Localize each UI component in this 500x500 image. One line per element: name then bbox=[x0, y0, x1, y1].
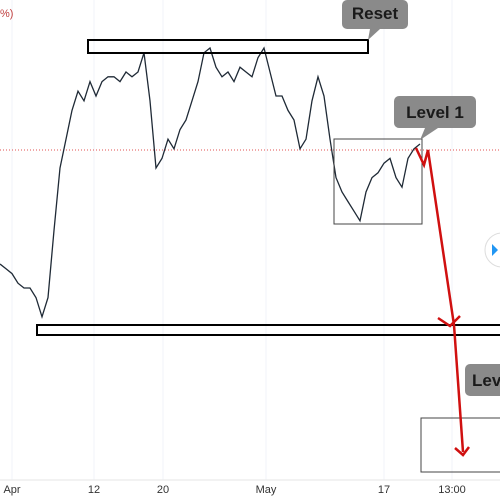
x-axis-labels: Apr 12 20 May 17 13:00 bbox=[3, 484, 465, 496]
callout-tail bbox=[420, 128, 438, 140]
x-tick-label: Apr bbox=[3, 484, 20, 496]
callout-text: Level 1 bbox=[406, 103, 464, 122]
corner-label: %) bbox=[0, 8, 13, 20]
callout-tail bbox=[368, 29, 380, 40]
range-box bbox=[333, 138, 423, 225]
arrow-head bbox=[454, 446, 470, 457]
projection-arrow bbox=[414, 147, 465, 453]
x-tick-label: 13:00 bbox=[438, 484, 466, 496]
callout-text: Lev bbox=[472, 371, 500, 390]
x-tick-label: May bbox=[256, 484, 277, 496]
callout bbox=[342, 0, 408, 29]
x-tick-label: 17 bbox=[378, 484, 390, 496]
price-line-series bbox=[0, 46, 421, 319]
series bbox=[0, 46, 421, 319]
arrow-head bbox=[437, 315, 461, 328]
callout bbox=[465, 364, 500, 396]
grid bbox=[11, 0, 453, 480]
callout-text: Reset bbox=[352, 4, 399, 23]
callout bbox=[394, 96, 476, 128]
x-tick-label: 20 bbox=[157, 484, 169, 496]
x-tick-label: 12 bbox=[88, 484, 100, 496]
reset-box bbox=[87, 39, 369, 54]
target-box bbox=[420, 417, 500, 473]
support-box bbox=[36, 324, 500, 336]
scroll-icon bbox=[492, 244, 498, 256]
